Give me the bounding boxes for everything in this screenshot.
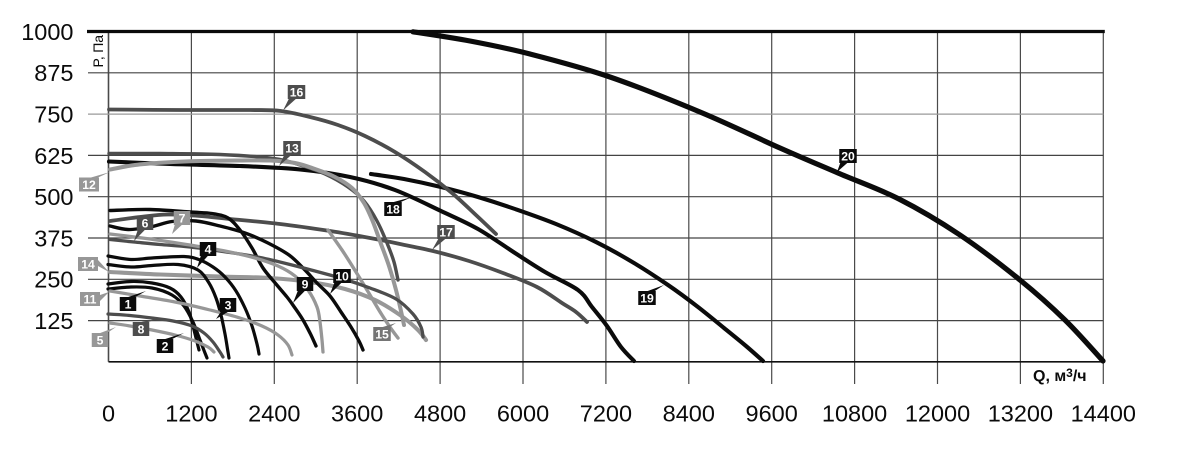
svg-text:13200: 13200 bbox=[988, 401, 1053, 427]
svg-text:19: 19 bbox=[640, 291, 654, 305]
svg-text:750: 750 bbox=[34, 102, 73, 128]
svg-text:10: 10 bbox=[335, 269, 349, 283]
svg-text:3: 3 bbox=[225, 298, 232, 312]
svg-text:1: 1 bbox=[125, 297, 132, 311]
svg-text:17: 17 bbox=[439, 225, 453, 239]
svg-text:375: 375 bbox=[34, 225, 73, 251]
svg-text:9600: 9600 bbox=[746, 401, 798, 427]
svg-text:7200: 7200 bbox=[580, 401, 632, 427]
svg-text:500: 500 bbox=[34, 184, 73, 210]
svg-text:P, Па: P, Па bbox=[90, 35, 106, 68]
svg-text:1000: 1000 bbox=[21, 19, 73, 45]
svg-text:4: 4 bbox=[205, 242, 212, 256]
svg-text:18: 18 bbox=[386, 202, 400, 216]
svg-text:11: 11 bbox=[84, 292, 97, 306]
svg-text:15: 15 bbox=[375, 327, 389, 341]
svg-text:12: 12 bbox=[82, 178, 96, 192]
svg-text:0: 0 bbox=[102, 401, 115, 427]
svg-text:875: 875 bbox=[34, 60, 73, 86]
svg-text:10800: 10800 bbox=[822, 401, 887, 427]
svg-text:5: 5 bbox=[97, 333, 104, 347]
svg-text:250: 250 bbox=[34, 267, 73, 293]
svg-text:8400: 8400 bbox=[663, 401, 715, 427]
svg-text:14400: 14400 bbox=[1071, 401, 1136, 427]
svg-text:2400: 2400 bbox=[248, 401, 300, 427]
svg-text:20: 20 bbox=[841, 149, 855, 163]
svg-text:6000: 6000 bbox=[497, 401, 549, 427]
svg-text:2: 2 bbox=[162, 339, 169, 353]
svg-text:4800: 4800 bbox=[414, 401, 466, 427]
svg-text:625: 625 bbox=[34, 143, 73, 169]
svg-text:3600: 3600 bbox=[331, 401, 383, 427]
svg-text:13: 13 bbox=[285, 141, 299, 155]
svg-text:9: 9 bbox=[302, 277, 309, 291]
svg-text:14: 14 bbox=[81, 257, 95, 271]
svg-text:6: 6 bbox=[142, 216, 149, 230]
svg-text:8: 8 bbox=[138, 322, 145, 336]
svg-text:16: 16 bbox=[290, 85, 304, 99]
svg-text:125: 125 bbox=[34, 308, 73, 334]
svg-text:7: 7 bbox=[179, 211, 186, 225]
svg-text:Q, м3/ч: Q, м3/ч bbox=[1033, 366, 1087, 385]
svg-text:12000: 12000 bbox=[905, 401, 970, 427]
svg-text:1200: 1200 bbox=[165, 401, 217, 427]
